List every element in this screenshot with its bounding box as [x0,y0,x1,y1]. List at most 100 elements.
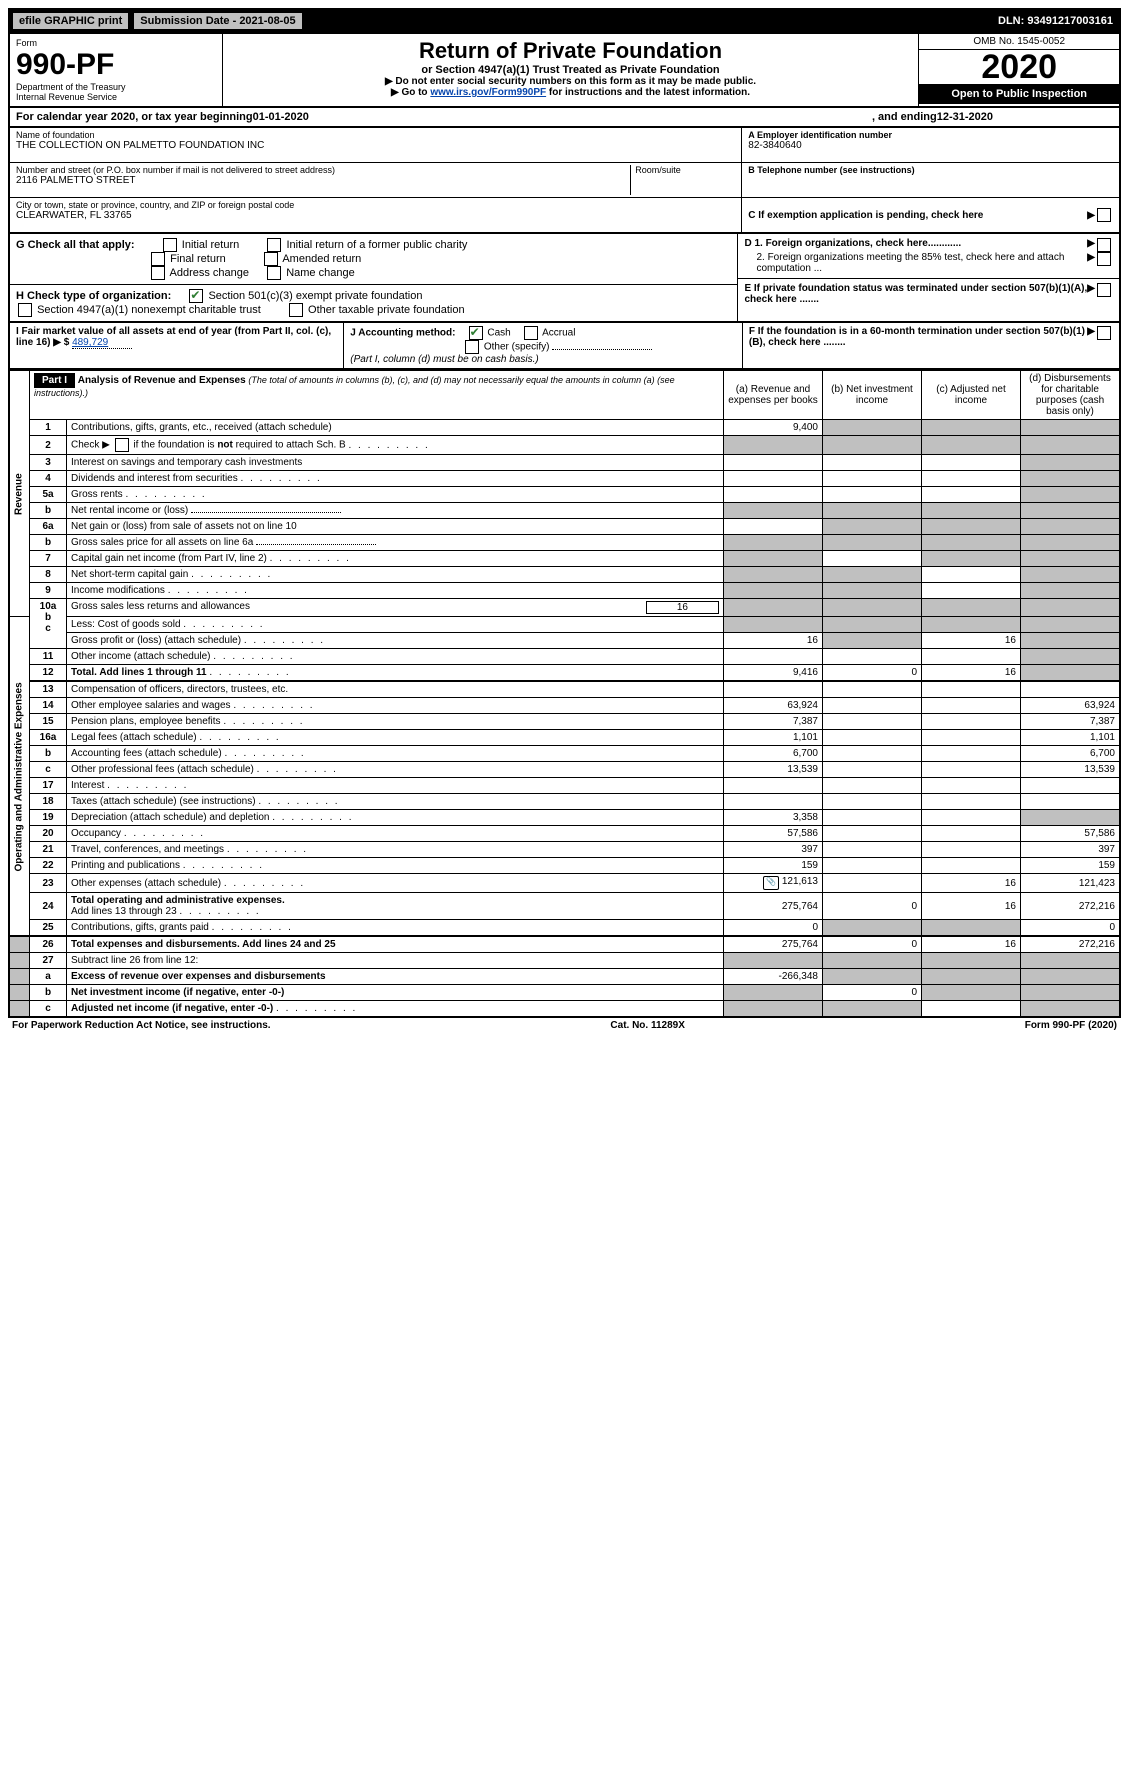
form-title: Return of Private Foundation [229,38,913,64]
efile-chip[interactable]: efile GRAPHIC print [12,12,129,30]
arrow-icon: ▶ [1087,238,1095,249]
revenue-vertical-label: Revenue [9,371,30,617]
501c3-label: Section 501(c)(3) exempt private foundat… [208,290,422,302]
d2-checkbox[interactable] [1097,252,1111,266]
initial-former-checkbox[interactable] [267,238,281,252]
table-row: 24Total operating and administrative exp… [9,893,1120,920]
table-row: 17Interest [9,778,1120,794]
fmv-i-label: I Fair market value of all assets at end… [16,326,331,348]
4947-label: Section 4947(a)(1) nonexempt charitable … [37,304,261,316]
f-label: F If the foundation is in a 60-month ter… [749,326,1087,348]
form-header-left: Form 990-PF Department of the Treasury I… [10,34,223,106]
other-specify-line[interactable] [552,349,652,350]
note2-pre: ▶ Go to [391,87,430,98]
addr-label: Number and street (or P.O. box number if… [16,165,630,175]
fmv-i: I Fair market value of all assets at end… [10,323,344,368]
arrow-icon: ▶ [1087,210,1095,221]
g-label: G Check all that apply: [16,239,135,251]
table-row: Operating and Administrative Expenses Le… [9,617,1120,633]
501c3-checkbox[interactable] [189,289,203,303]
telephone-row: B Telephone number (see instructions) [742,163,1119,198]
cash-checkbox[interactable] [469,326,483,340]
part1-table: Revenue Part I Analysis of Revenue and E… [8,370,1121,1018]
table-row: 5aGross rents [9,487,1120,503]
submission-chip: Submission Date - 2021-08-05 [133,12,302,30]
table-row: cOther professional fees (attach schedul… [9,762,1120,778]
table-row: 10abc Gross sales less returns and allow… [9,599,1120,617]
city-row: City or town, state or province, country… [10,198,741,232]
table-row: 21Travel, conferences, and meetings 3973… [9,842,1120,858]
top-bar: efile GRAPHIC print Submission Date - 20… [8,8,1121,34]
form-subtitle: or Section 4947(a)(1) Trust Treated as P… [229,64,913,76]
pending-checkbox[interactable] [1097,208,1111,222]
address-change-checkbox[interactable] [151,266,165,280]
h-label: H Check type of organization: [16,290,171,302]
table-row: 18Taxes (attach schedule) (see instructi… [9,794,1120,810]
amended-return-checkbox[interactable] [264,252,278,266]
j-note: (Part I, column (d) must be on cash basi… [350,354,538,365]
final-return-checkbox[interactable] [151,252,165,266]
d2-label: 2. Foreign organizations meeting the 85%… [756,252,1087,274]
table-row: 14Other employee salaries and wages 63,9… [9,698,1120,714]
tel-label: B Telephone number (see instructions) [748,165,1113,175]
footer-left: For Paperwork Reduction Act Notice, see … [12,1020,271,1031]
other-taxable-checkbox[interactable] [289,303,303,317]
cal-begin: 01-01-2020 [253,111,309,123]
fmv-j: J Accounting method: Cash Accrual Other … [344,323,743,368]
table-row: 12Total. Add lines 1 through 11 9,416016 [9,665,1120,682]
table-row: 1Contributions, gifts, grants, etc., rec… [9,420,1120,436]
table-row: 26Total expenses and disbursements. Add … [9,936,1120,953]
part1-title: Analysis of Revenue and Expenses [78,375,246,386]
expenses-vertical-label: Operating and Administrative Expenses [9,617,30,937]
table-row: bAccounting fees (attach schedule) 6,700… [9,746,1120,762]
other-taxable-label: Other taxable private foundation [308,304,465,316]
table-row: 2Check ▶ if the foundation is not requir… [9,436,1120,455]
footer-right: Form 990-PF (2020) [1025,1020,1117,1031]
initial-former-label: Initial return of a former public charit… [286,239,467,251]
initial-return-checkbox[interactable] [163,238,177,252]
table-row: 6aNet gain or (loss) from sale of assets… [9,519,1120,535]
city-value: CLEARWATER, FL 33765 [16,210,735,221]
dept-label: Department of the Treasury [16,82,216,92]
address-change-label: Address change [170,267,250,279]
ein-label: A Employer identification number [748,130,1113,140]
table-row: bNet rental income or (loss) [9,503,1120,519]
col-d-header: (d) Disbursements for charitable purpose… [1021,371,1121,420]
cal-pre: For calendar year 2020, or tax year begi… [16,111,253,123]
table-row: 23Other expenses (attach schedule) 📎 121… [9,874,1120,893]
col-a-header: (a) Revenue and expenses per books [724,371,823,420]
other-method-checkbox[interactable] [465,340,479,354]
accrual-label: Accrual [542,328,575,339]
table-row: bGross sales price for all assets on lin… [9,535,1120,551]
name-change-checkbox[interactable] [267,266,281,280]
calendar-row: For calendar year 2020, or tax year begi… [8,108,1121,128]
fmv-value[interactable]: 489,729 [72,337,132,349]
sch-b-checkbox[interactable] [115,438,129,452]
arrow-icon: ▶ [1087,326,1095,337]
h-row: H Check type of organization: Section 50… [16,289,731,317]
table-row: Gross profit or (loss) (attach schedule)… [9,633,1120,649]
form-header-center: Return of Private Foundation or Section … [223,34,919,106]
d2-row: 2. Foreign organizations meeting the 85%… [744,252,1113,274]
ein-value: 82-3840640 [748,140,1113,151]
form990pf-link[interactable]: www.irs.gov/Form990PF [430,87,546,98]
d1-checkbox[interactable] [1097,238,1111,252]
check-block: G Check all that apply: Initial return I… [8,234,1121,323]
pending-row: C If exemption application is pending, c… [742,198,1119,232]
f-checkbox[interactable] [1097,326,1111,340]
table-row: bNet investment income (if negative, ent… [9,985,1120,1001]
name-change-label: Name change [286,267,355,279]
pending-label: C If exemption application is pending, c… [748,210,1087,221]
table-row: 15Pension plans, employee benefits 7,387… [9,714,1120,730]
room-label: Room/suite [635,165,735,175]
e-checkbox[interactable] [1097,283,1111,297]
final-label: Final return [170,253,226,265]
irs-label: Internal Revenue Service [16,92,216,102]
fmv-block: I Fair market value of all assets at end… [8,323,1121,370]
table-row: aExcess of revenue over expenses and dis… [9,969,1120,985]
accrual-checkbox[interactable] [524,326,538,340]
attachment-icon[interactable]: 📎 [763,876,779,890]
4947-checkbox[interactable] [18,303,32,317]
form-header-right: OMB No. 1545-0052 2020 Open to Public In… [918,34,1119,106]
street-address: 2116 PALMETTO STREET [16,175,630,186]
